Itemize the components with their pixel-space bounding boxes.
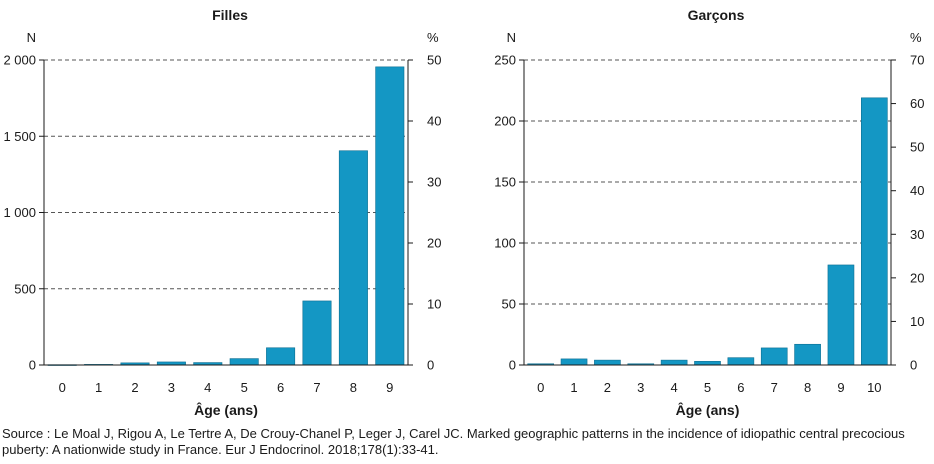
garcons-right-tick-label: 40 <box>910 183 924 198</box>
filles-bar-age-9 <box>375 66 405 366</box>
filles-x-tick-label: 5 <box>241 380 248 395</box>
garcons-left-tick-label: 0 <box>509 358 516 373</box>
garcons-x-tick-label: 6 <box>737 380 744 395</box>
garcons-right-tick-label: 50 <box>910 140 924 155</box>
garcons-right-tick-label: 20 <box>910 270 924 285</box>
filles-x-axis-title: Âge (ans) <box>194 401 258 418</box>
garcons-right-tick-label: 70 <box>910 53 924 68</box>
garcons-bar-age-5 <box>694 361 721 366</box>
garcons-bar-age-4 <box>660 359 688 366</box>
garcons-right-tick-label: 60 <box>910 96 924 111</box>
filles-right-tick-label: 30 <box>427 175 441 190</box>
filles-x-tick-label: 9 <box>386 380 393 395</box>
garcons-x-tick-label: 10 <box>867 380 881 395</box>
garcons-bar-age-1 <box>560 358 588 366</box>
garcons-bar-age-9 <box>827 264 855 366</box>
garcons-x-tick-label: 0 <box>537 380 544 395</box>
filles-right-tick-label: 0 <box>427 358 434 373</box>
filles-x-tick-label: 2 <box>131 380 138 395</box>
garcons-right-tick-label: 10 <box>910 314 924 329</box>
filles-chart-title: Filles <box>212 7 248 23</box>
filles-left-tick-label: 1 500 <box>3 129 36 144</box>
filles-x-tick-label: 1 <box>95 380 102 395</box>
garcons-chart-title: Garçons <box>688 7 745 23</box>
filles-right-tick-label: 50 <box>427 53 441 68</box>
filles-x-tick-label: 0 <box>59 380 66 395</box>
garcons-left-axis-unit: N <box>507 30 516 45</box>
garcons-x-tick-label: 1 <box>570 380 577 395</box>
garcons-x-tick-label: 2 <box>604 380 611 395</box>
garcons-bar-age-6 <box>727 357 755 366</box>
garcons-right-tick-label: 0 <box>910 358 917 373</box>
garcons-left-tick-label: 100 <box>494 236 516 251</box>
filles-left-tick-label: 0 <box>29 358 36 373</box>
garcons-bar-age-7 <box>760 347 788 366</box>
filles-bar-age-5 <box>229 358 259 366</box>
filles-x-tick-label: 7 <box>313 380 320 395</box>
filles-x-tick-label: 4 <box>204 380 211 395</box>
garcons-x-axis-title: Âge (ans) <box>676 401 740 418</box>
garcons-bar-age-8 <box>794 343 821 366</box>
garcons-right-axis-unit: % <box>910 30 922 45</box>
filles-left-tick-label: 1 000 <box>3 205 36 220</box>
garcons-bar-age-10 <box>861 97 888 366</box>
filles-left-tick-label: 500 <box>14 281 36 296</box>
filles-left-tick-label: 2 000 <box>3 53 36 68</box>
garcons-bar-age-2 <box>594 359 621 366</box>
filles-bar-age-8 <box>338 150 368 366</box>
garcons-left-tick-label: 200 <box>494 114 516 129</box>
garcons-x-tick-label: 8 <box>804 380 811 395</box>
garcons-left-tick-label: 50 <box>502 297 516 312</box>
filles-x-tick-label: 8 <box>350 380 357 395</box>
garcons-x-tick-label: 3 <box>637 380 644 395</box>
garcons-x-tick-label: 9 <box>837 380 844 395</box>
filles-x-tick-label: 3 <box>168 380 175 395</box>
garcons-x-tick-label: 7 <box>771 380 778 395</box>
garcons-right-tick-label: 30 <box>910 227 924 242</box>
garcons-x-tick-label: 4 <box>671 380 678 395</box>
garcons-left-tick-label: 250 <box>494 53 516 68</box>
filles-right-axis-unit: % <box>427 30 439 45</box>
filles-bar-age-7 <box>302 300 332 366</box>
filles-right-tick-label: 40 <box>427 114 441 129</box>
filles-left-axis-unit: N <box>27 30 36 45</box>
garcons-x-tick-label: 5 <box>704 380 711 395</box>
filles-bar-age-6 <box>266 347 296 366</box>
filles-x-tick-label: 6 <box>277 380 284 395</box>
source-note: Source : Le Moal J, Rigou A, Le Tertre A… <box>2 426 905 457</box>
garcons-left-tick-label: 150 <box>494 175 516 190</box>
filles-right-tick-label: 20 <box>427 236 441 251</box>
filles-right-tick-label: 10 <box>427 297 441 312</box>
